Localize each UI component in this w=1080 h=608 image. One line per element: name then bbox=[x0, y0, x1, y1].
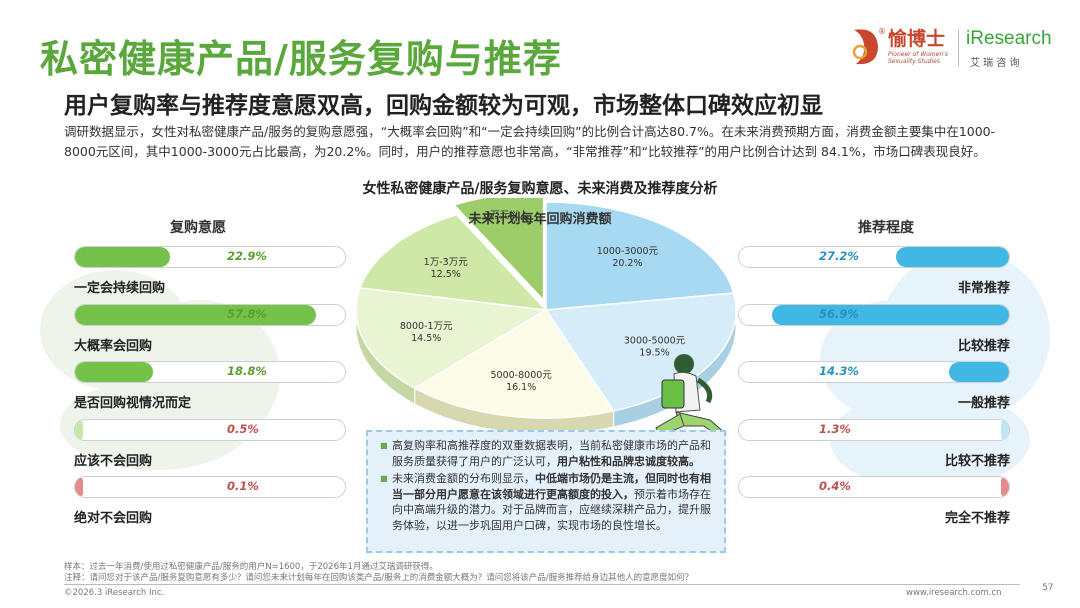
recommend-bar-track: 1.3% bbox=[738, 418, 1010, 441]
insight-text: 未来消费金额的分布则显示， bbox=[392, 472, 535, 485]
repurchase-bar-track: 18.8% bbox=[74, 361, 346, 383]
pie-chart-title: 未来计划每年回购消费额 bbox=[468, 212, 612, 227]
insight-emphasis: 用户粘性和品牌忠诚度较高。 bbox=[557, 454, 700, 468]
pie-category-label: 5000-8000元 bbox=[491, 370, 553, 381]
pie-slice bbox=[544, 292, 737, 412]
recommend-heading: 推荐程度 bbox=[858, 220, 914, 236]
pie-value-label: 12.5% bbox=[431, 269, 461, 280]
footer-notes: 注释：请问您对于该产品/服务复购意愿有多少？请问您未来计划每年在回购该类产品/服… bbox=[64, 573, 694, 583]
repurchase-bar-label: 大概率会回购 bbox=[74, 338, 153, 354]
chart-title: 女性私密健康产品/服务复购意愿、未来消费及推荐度分析 bbox=[362, 181, 718, 197]
repurchase-bar-value: 0.1% bbox=[227, 479, 259, 493]
recommend-bar-track: 14.3% bbox=[738, 361, 1010, 383]
recommend-bar-label: 完全不推荐 bbox=[944, 511, 1010, 526]
insight-point-1: 高复购率和高推荐度的双重数据表明，当前私密健康市场的产品和服务质量获得了用户的广… bbox=[380, 438, 714, 469]
pie-slice bbox=[413, 308, 615, 419]
repurchase-bar-value: 22.9% bbox=[227, 249, 267, 263]
recommend-bar-value: 27.2% bbox=[819, 249, 859, 263]
logo-area: ® 愉博士 Pioneer of Women's Sexuality Studi… bbox=[846, 18, 1056, 76]
brand-logo-icon: ® bbox=[852, 27, 886, 65]
recommend-bar-value: 56.9% bbox=[819, 306, 859, 321]
repurchase-bar-track: 57.8% bbox=[74, 303, 346, 326]
pie-category-label: 1万-3万元 bbox=[424, 257, 469, 268]
recommend-bar-fill bbox=[1001, 419, 1009, 440]
pie-slice bbox=[545, 201, 735, 311]
footer-divider bbox=[64, 584, 1020, 585]
pie-category-label: 1000-3000元 bbox=[597, 246, 659, 257]
pie-category-label: 8000-1万元 bbox=[400, 321, 453, 332]
recommend-bar-value: 1.3% bbox=[819, 421, 851, 436]
svg-text:®: ® bbox=[878, 27, 886, 36]
page-title: 私密健康产品/服务复购与推荐 bbox=[40, 37, 562, 81]
recommend-bar-track: 0.4% bbox=[738, 476, 1010, 498]
recommend-bar-value: 14.3% bbox=[819, 364, 859, 378]
pie-value-label: 16.1% bbox=[506, 382, 536, 393]
page-subtitle: 用户复购率与推荐度意愿双高，回购金额较为可观，市场整体口碑效应初显 bbox=[64, 93, 823, 119]
repurchase-bar-track: 22.9% bbox=[74, 246, 346, 268]
repurchase-bar-track: 0.1% bbox=[74, 476, 346, 498]
recommend-bar-fill bbox=[895, 247, 1009, 267]
repurchase-bar-fill bbox=[75, 419, 83, 440]
insight-note-box: 高复购率和高推荐度的双重数据表明，当前私密健康市场的产品和服务质量获得了用户的广… bbox=[366, 430, 726, 553]
pie-slice bbox=[355, 287, 549, 389]
recommend-bar-fill bbox=[949, 362, 1009, 382]
footer-sample: 样本：过去一年消费/使用过私密健康产品/服务的用户N=1600，于2026年1月… bbox=[64, 562, 438, 572]
page-number: 57 bbox=[1042, 583, 1054, 593]
pie-value-label: 14.5% bbox=[411, 333, 441, 344]
partner-logo: iResearch bbox=[966, 28, 1052, 49]
footer-copyright: ©2026.3 iResearch Inc. bbox=[64, 588, 165, 598]
repurchase-bar-label: 应该不会回购 bbox=[74, 453, 153, 469]
recommend-bar-fill bbox=[771, 304, 1009, 325]
repurchase-heading: 复购意愿 bbox=[170, 220, 226, 236]
repurchase-bar-label: 一定会持续回购 bbox=[74, 281, 166, 296]
person-illustration bbox=[655, 354, 727, 439]
recommend-bar-label: 比较不推荐 bbox=[944, 453, 1010, 469]
pie-category-label: 3000-5000元 bbox=[624, 336, 686, 347]
repurchase-bar-fill bbox=[75, 362, 154, 382]
insight-text: 预示着市场存在向中高端升级的潜力。对于品牌而言，应继续深耕产品力，提升服务体验，… bbox=[392, 487, 711, 532]
recommend-bar-label: 比较推荐 bbox=[957, 338, 1010, 354]
partner-cn-name: 艾 瑞 咨 询 bbox=[970, 58, 1020, 69]
repurchase-bar-value: 18.8% bbox=[227, 364, 267, 378]
intro-paragraph: 调研数据显示，女性对私密健康产品/服务的复购意愿强，“大概率会回购”和“一定会持… bbox=[64, 124, 996, 159]
brand-tagline: Pioneer of Women's Sexuality Studies bbox=[888, 51, 948, 65]
pie-value-label: 20.2% bbox=[612, 258, 642, 269]
recommend-bar-track: 27.2% bbox=[738, 246, 1010, 268]
pie-category-label: 3万元以上 bbox=[484, 210, 529, 221]
repurchase-bar-fill bbox=[75, 477, 83, 497]
recommend-bar-track: 56.9% bbox=[738, 303, 1010, 326]
insight-text: 高复购率和高推荐度的双重数据表明，当前私密健康市场的产品和服务质量获得了用户的广… bbox=[392, 439, 711, 468]
pie-slice bbox=[359, 213, 548, 311]
repurchase-bar-value: 0.5% bbox=[227, 421, 259, 436]
brand-name: 愉博士 bbox=[888, 28, 946, 50]
repurchase-bar-value: 57.8% bbox=[227, 306, 267, 321]
repurchase-bar-fill bbox=[75, 247, 171, 267]
recommend-bar-label: 一般推荐 bbox=[957, 396, 1010, 411]
repurchase-bar-fill bbox=[75, 304, 316, 325]
insight-point-2: 未来消费金额的分布则显示，中低端市场仍是主流，但同时也有相当一部分用户愿意在该领… bbox=[380, 471, 714, 533]
pie-value-label: 19.5% bbox=[639, 348, 669, 359]
logo-divider bbox=[958, 30, 959, 66]
insight-emphasis: 中低端市场仍是主流，但同时也有相当一部分用户愿意在该领域进行更高额度的投入， bbox=[392, 472, 711, 501]
footer-website: www.iresearch.com.cn bbox=[906, 588, 1002, 598]
repurchase-bar-track: 0.5% bbox=[74, 418, 346, 441]
repurchase-bar-label: 是否回购视情况而定 bbox=[74, 396, 192, 411]
recommend-bar-value: 0.4% bbox=[819, 479, 851, 493]
recommend-bar-fill bbox=[1001, 477, 1009, 497]
pie-slice bbox=[452, 198, 545, 303]
recommend-bar-label: 非常推荐 bbox=[957, 281, 1010, 296]
repurchase-bar-label: 绝对不会回购 bbox=[74, 511, 153, 526]
